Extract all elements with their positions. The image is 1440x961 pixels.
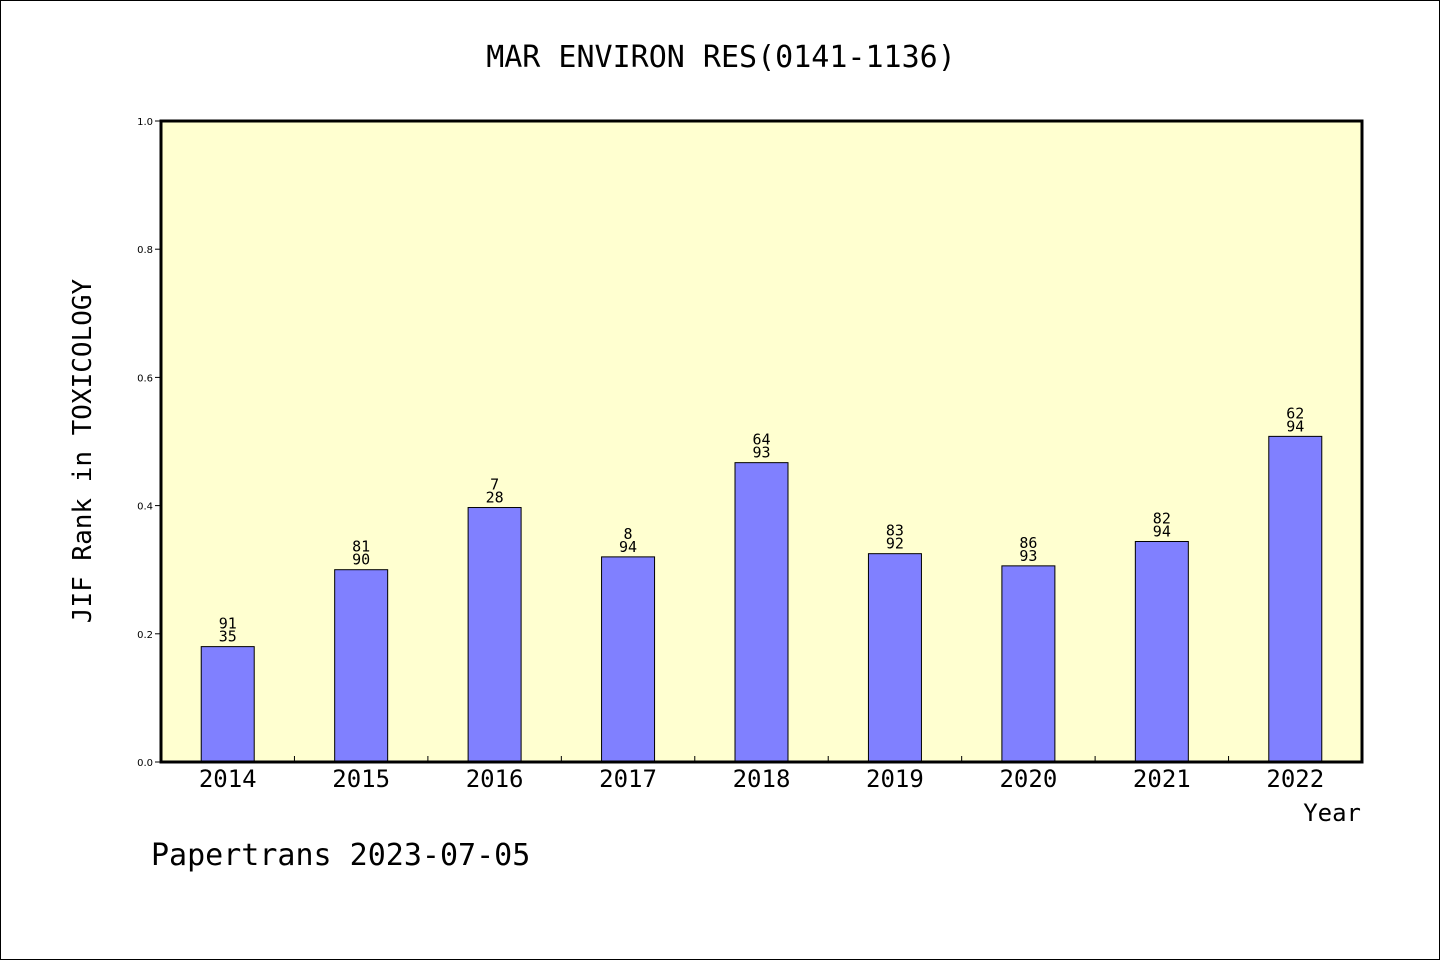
bar-label-bottom: 94 [619,538,637,556]
bar-label-bottom: 93 [1019,547,1037,565]
x-tick-label: 2018 [733,765,791,793]
bar [1268,435,1323,763]
bar-label-top: 62 [1286,404,1304,422]
x-axis: 2014 2015 2016 2017 2018 2019 2020 2021 2022 [199,756,1324,793]
y-tick-label: 0.6 [137,373,153,384]
bar [467,507,522,763]
bar-label-bottom: 35 [219,628,237,646]
bar-label-bottom: 92 [886,535,904,553]
x-tick-label: 2019 [866,765,924,793]
bar [1134,540,1189,763]
bar-label-top: 81 [352,538,370,556]
bar-label-top: 82 [1153,509,1171,527]
x-tick-label: 2015 [332,765,390,793]
bar [200,646,255,763]
y-tick-label: 0.0 [137,758,153,769]
bar [1001,565,1056,763]
bar-label-bottom: 94 [1153,522,1171,540]
y-axis-label: JIF Rank in TOXICOLOGY [68,278,98,623]
bar-label-top: 91 [219,615,237,633]
bar-label-bottom: 28 [486,489,504,507]
x-tick-label: 2014 [199,765,257,793]
bar-label-bottom: 94 [1286,417,1304,435]
y-tick-label: 1.0 [137,117,153,128]
x-axis-label: Year [1303,799,1361,827]
y-tick-label: 0.8 [137,245,153,256]
bar [734,462,789,763]
bar-label-top: 8 [624,525,633,543]
footer-credit: Papertrans 2023-07-05 [151,838,530,873]
x-tick-label: 2020 [999,765,1057,793]
bar [867,553,922,763]
y-tick-label: 0.2 [137,630,153,641]
bar-label-bottom: 90 [352,551,370,569]
x-tick-label: 2022 [1266,765,1324,793]
bar [334,569,389,763]
bar [601,556,656,763]
y-axis: 0.0 0.2 0.4 0.6 0.8 1.0 [137,117,161,769]
x-tick-label: 2017 [599,765,657,793]
x-tick-label: 2016 [466,765,524,793]
bar-label-top: 86 [1019,534,1037,552]
x-tick-label: 2021 [1133,765,1191,793]
bar-label-top: 83 [886,522,904,540]
bar-label-bottom: 93 [752,444,770,462]
bar-label-top: 7 [490,476,499,494]
plot-border [159,119,1364,764]
chart-title: MAR ENVIRON RES(0141-1136) [486,40,956,75]
bar-label-top: 64 [752,431,770,449]
y-tick-label: 0.4 [137,502,153,513]
